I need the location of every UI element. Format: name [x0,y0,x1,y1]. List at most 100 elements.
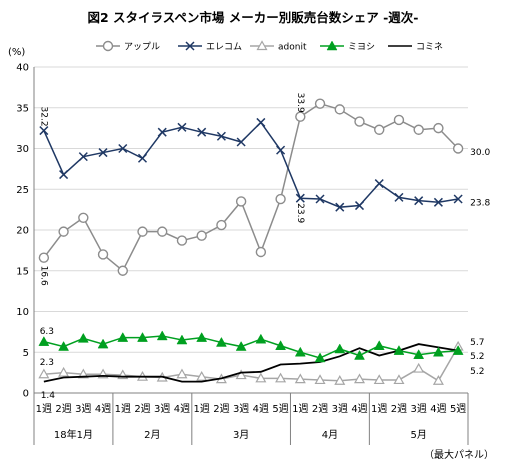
data-point [413,124,424,135]
x-tick-label: 1週 [292,403,308,415]
x-tick-label: 1週 [115,403,131,415]
data-point-stroke [354,201,365,211]
data-point [176,334,188,345]
data-point [196,230,207,241]
x-tick-label: 3週 [332,403,348,415]
x-tick-label: 3週 [410,403,426,415]
data-point [58,366,70,377]
data-point-stroke [216,131,226,141]
x-tick-label: 2週 [55,403,71,415]
data-label: 6.3 [40,327,54,337]
data-labels: 32.2 16.6 6.3 2.3 1.4 33.9 23.9 30.0 23.8 5.7 5.2 5… [38,93,490,401]
data-point [215,336,227,347]
legend-label: コミネ [416,42,443,53]
data-point [354,201,365,211]
data-point [393,345,405,355]
data-point-stroke [453,194,463,204]
data-point [157,127,167,137]
data-point [97,249,109,260]
month-label: 18年1月 [54,428,93,441]
y-tick-label: 25 [16,185,29,196]
data-point-stroke [295,193,305,203]
data-point [59,170,69,180]
data-point-stroke [157,127,167,137]
x-tick-label: 5週 [272,403,288,415]
data-point [235,369,247,380]
data-point [394,192,404,202]
x-tick-label: 4週 [95,403,111,415]
data-point [354,349,365,360]
series-layer [38,98,464,385]
x-tick-label: 2週 [134,403,150,415]
data-label: 23.9 [295,203,305,223]
data-point [294,346,306,357]
data-point [255,333,267,344]
data-point [374,124,385,135]
data-point [314,352,326,363]
data-point [374,179,384,189]
data-point [255,372,267,383]
data-point [452,143,464,154]
data-point-stroke [374,179,384,189]
data-point [256,117,266,127]
data-label: 5.2 [470,352,484,362]
month-label: 4月 [322,429,338,441]
data-point [432,346,444,357]
axes: 1週 2週 3週 4週 1週 2週 3週 4週 1週 2週 3週 4週 5週 1週 2週 3週 4週 1週 2週 3週… [33,67,469,445]
series-line [43,346,459,382]
data-point-stroke [433,197,443,207]
data-point [275,340,287,350]
data-point [314,374,326,385]
legend-item: コミネ [388,42,443,53]
data-label: 1.4 [41,391,56,401]
data-point [276,145,286,155]
data-point [294,373,306,384]
data-label: 2.3 [40,358,54,368]
legend-label: adonit [278,43,307,53]
data-point [196,332,208,342]
data-point [393,374,405,385]
y-tick-label: 15 [16,266,29,277]
series-1 [39,117,463,212]
data-point [413,349,425,359]
data-point [137,153,148,163]
x-tick-label: 4週 [174,403,190,415]
data-point [433,122,444,134]
data-point [137,226,148,237]
data-point [78,152,88,162]
y-tick-label: 5 [23,348,29,359]
series-line [43,343,459,383]
y-tick-label: 10 [16,307,29,318]
x-tick-label: 1週 [193,403,209,415]
series-3 [38,330,464,363]
legend-label: ミヨシ [348,43,375,53]
data-label: 23.8 [470,199,490,209]
data-point [176,235,188,246]
data-point [78,212,89,223]
source-note: （最大パネル） [424,448,494,461]
data-point [314,98,326,109]
data-point [98,148,108,158]
data-label: 5.7 [470,338,484,348]
data-point [335,202,345,212]
data-point-stroke [236,137,246,147]
data-point [216,219,227,231]
data-point [185,41,195,51]
data-label: 30.0 [470,148,490,158]
data-point [414,196,424,206]
data-point [118,143,128,154]
data-point [432,375,444,385]
x-tick-label: 2週 [213,403,229,415]
data-point [452,345,464,355]
legend-item: エレコム [178,41,242,53]
data-point [58,341,70,351]
data-point [157,226,168,237]
data-point [353,373,366,384]
legend-label: エレコム [206,42,242,53]
data-point [77,332,89,343]
x-tick-label: 1週 [371,403,387,415]
data-point [39,126,49,136]
month-label: 5月 [410,429,426,441]
